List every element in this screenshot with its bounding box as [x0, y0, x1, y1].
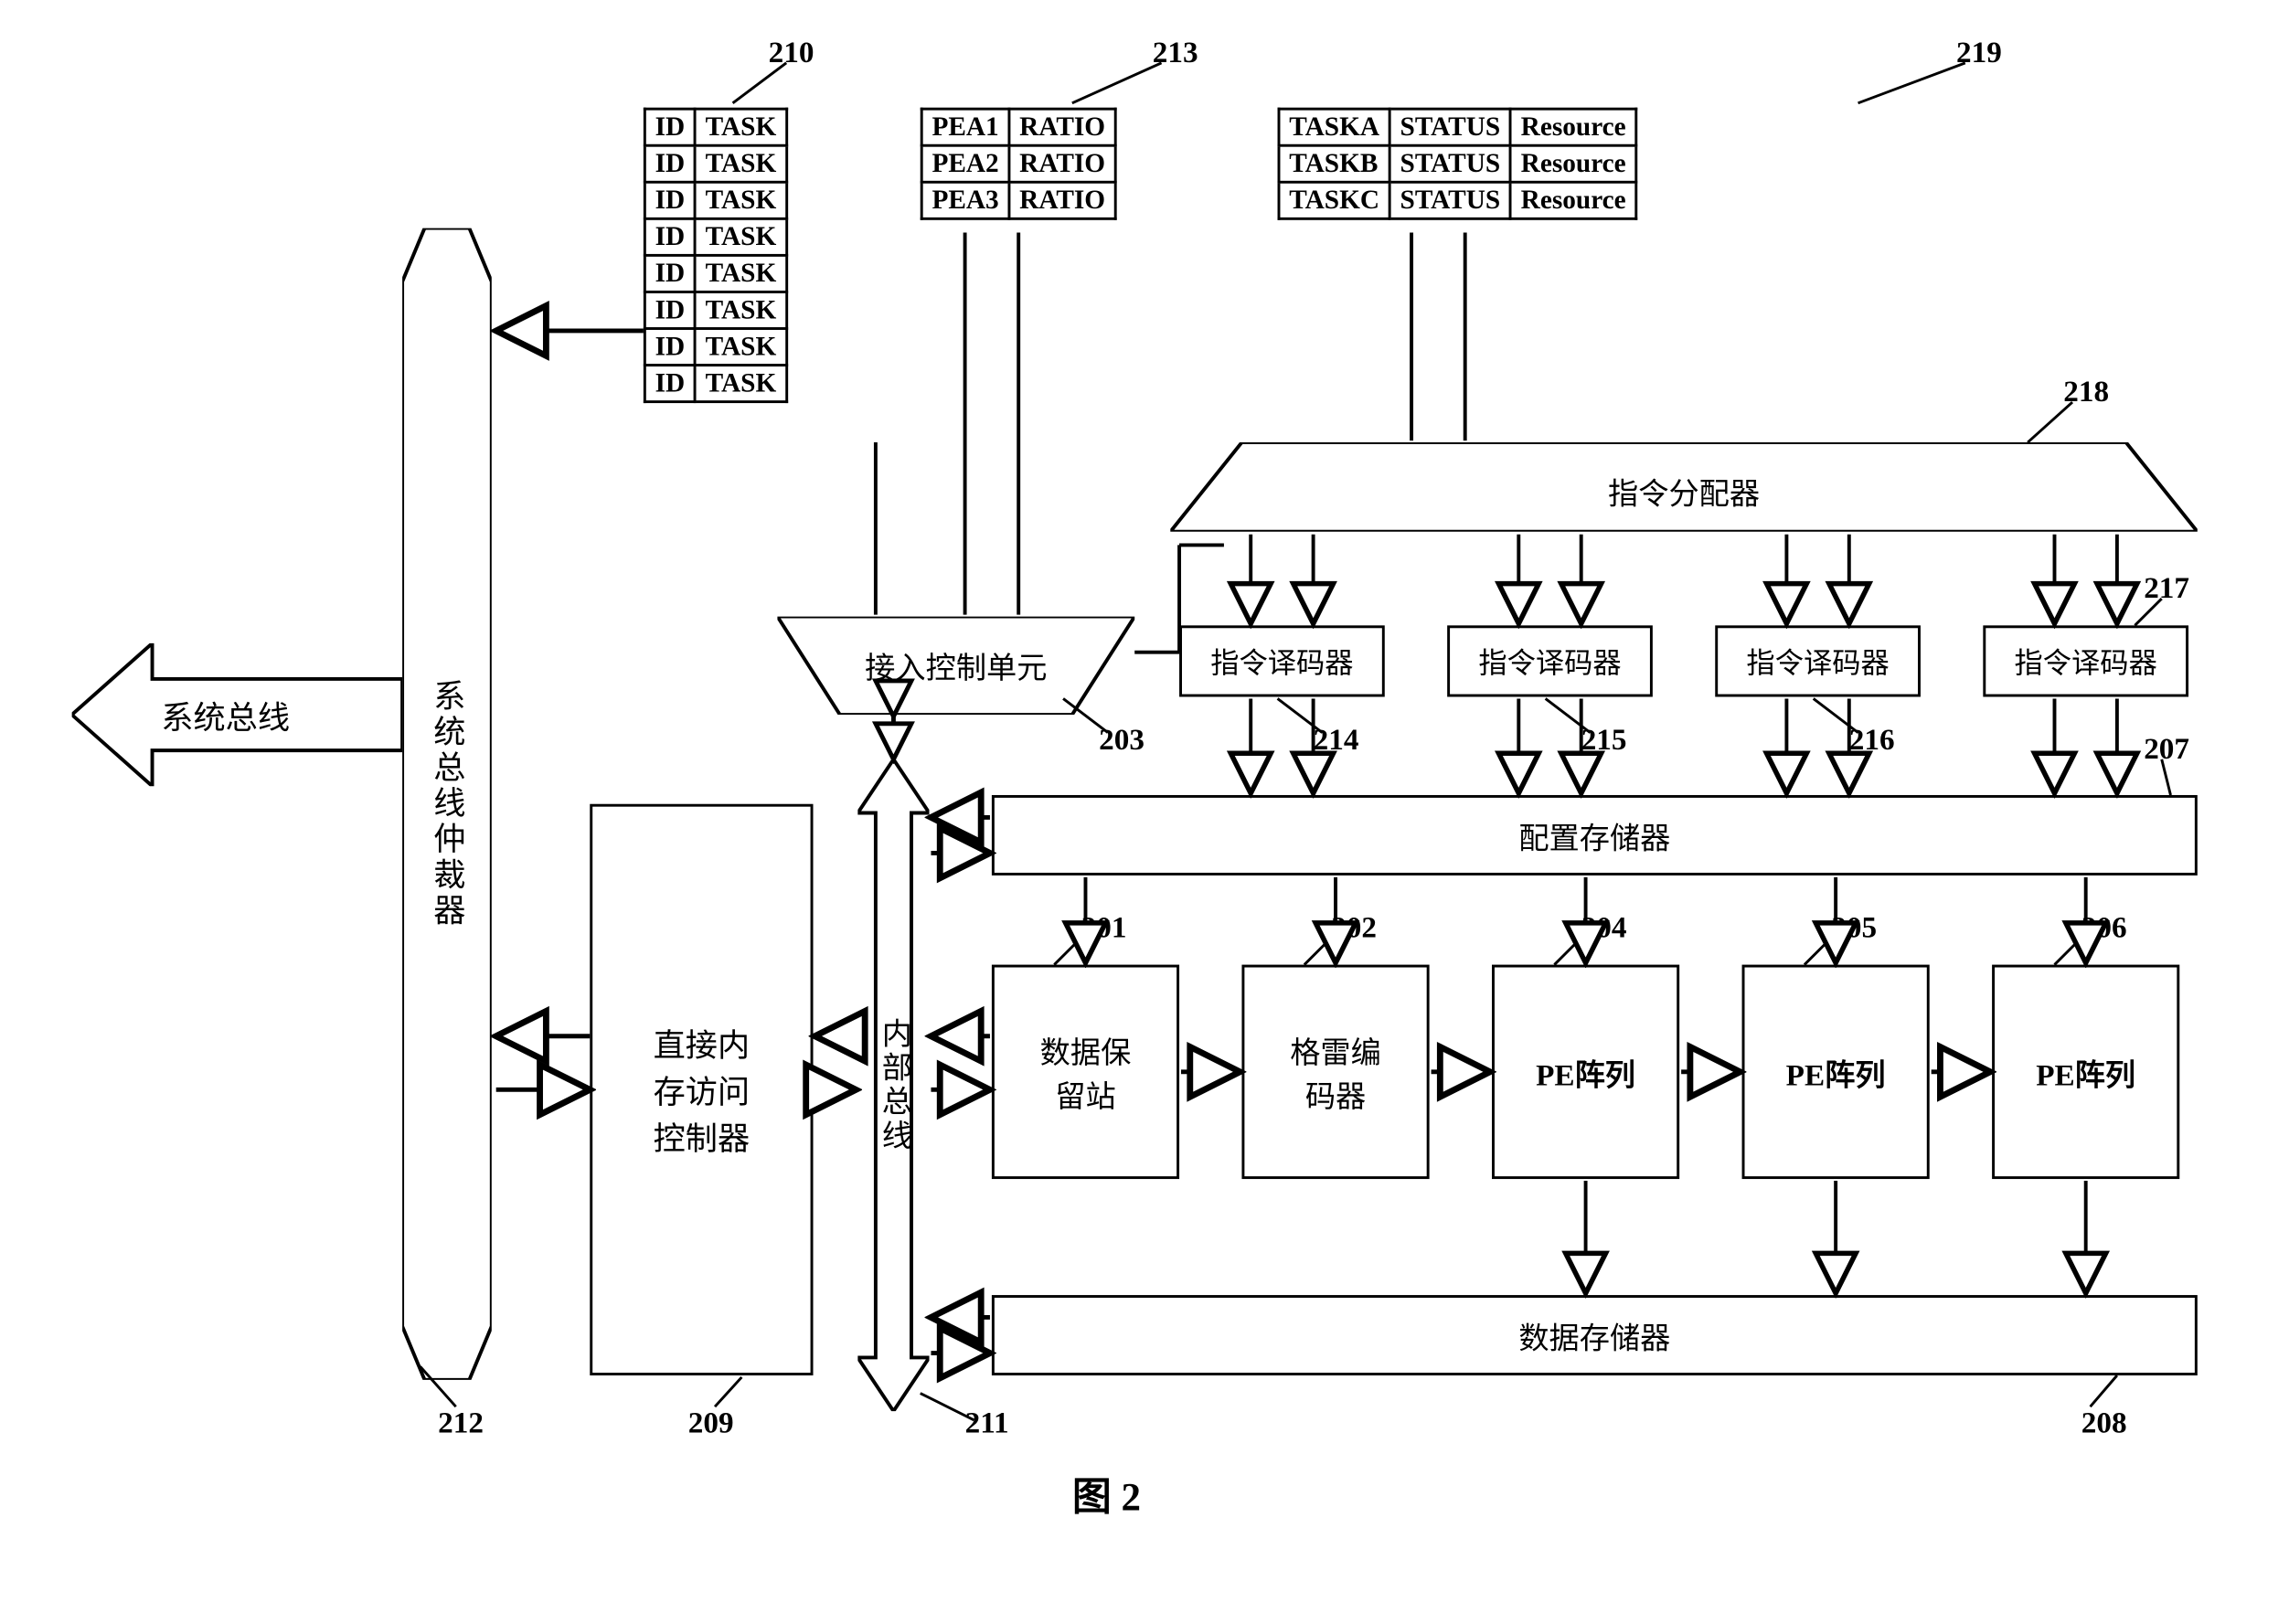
- table-213: PEA1RATIOPEA2RATIOPEA3RATIO: [921, 108, 1117, 220]
- data-mem-block: 数据存储器: [992, 1295, 2198, 1375]
- diagram-canvas: IDTASKIDTASKIDTASKIDTASKIDTASKIDTASKIDTA…: [18, 18, 2254, 1569]
- ref-218: 218: [2063, 376, 2109, 409]
- ref-207: 207: [2144, 733, 2189, 767]
- dispatcher-label: 指令分配器: [1170, 469, 2198, 513]
- ref-210: 210: [769, 37, 814, 70]
- ref-203: 203: [1099, 724, 1144, 758]
- arbiter-label: 系统总线仲裁器: [402, 228, 492, 1380]
- pe-array-1: PE阵列: [1492, 965, 1679, 1179]
- ref-202: 202: [1331, 911, 1377, 945]
- ref-201: 201: [1081, 911, 1127, 945]
- config-mem-block: 配置存储器: [992, 795, 2198, 876]
- figure-caption: 图 2: [1072, 1465, 1141, 1523]
- system-bus-arrow: 系统总线: [72, 643, 402, 791]
- dispatcher-block: 指令分配器: [1170, 442, 2198, 536]
- ref-208: 208: [2081, 1406, 2127, 1440]
- data-station-block: 数据保留站: [992, 965, 1179, 1179]
- ref-219: 219: [1956, 37, 2002, 70]
- ref-205: 205: [1831, 911, 1877, 945]
- internal-bus-label: 内部总线: [857, 759, 929, 1411]
- ref-215: 215: [1581, 724, 1627, 758]
- internal-bus-block: 内部总线: [857, 759, 929, 1416]
- pe-array-3: PE阵列: [1992, 965, 2179, 1179]
- table-210: IDTASKIDTASKIDTASKIDTASKIDTASKIDTASKIDTA…: [644, 108, 788, 403]
- ref-216: 216: [1849, 724, 1895, 758]
- ref-214: 214: [1314, 724, 1359, 758]
- system-bus-label: 系统总线: [161, 693, 290, 739]
- ref-212: 212: [438, 1406, 484, 1440]
- ref-213: 213: [1153, 37, 1198, 70]
- decoder-4: 指令译码器: [1983, 625, 2188, 696]
- dma-block: 直接内存访问控制器: [590, 804, 813, 1375]
- pe-array-2: PE阵列: [1742, 965, 1930, 1179]
- table-219: TASKASTATUSResourceTASKBSTATUSResourceTA…: [1278, 108, 1638, 220]
- access-ctrl-block: 接入控制单元: [777, 617, 1134, 719]
- ref-211: 211: [965, 1406, 1009, 1440]
- gray-encoder-block: 格雷编码器: [1241, 965, 1429, 1179]
- decoder-2: 指令译码器: [1447, 625, 1653, 696]
- access-ctrl-label: 接入控制单元: [777, 643, 1134, 687]
- ref-217: 217: [2144, 572, 2189, 606]
- ref-204: 204: [1581, 911, 1627, 945]
- decoder-1: 指令译码器: [1179, 625, 1385, 696]
- ref-206: 206: [2081, 911, 2127, 945]
- decoder-3: 指令译码器: [1715, 625, 1921, 696]
- arbiter-block: 系统总线仲裁器: [402, 228, 492, 1385]
- dma-label: 直接内存访问控制器: [639, 1020, 764, 1159]
- ref-209: 209: [688, 1406, 734, 1440]
